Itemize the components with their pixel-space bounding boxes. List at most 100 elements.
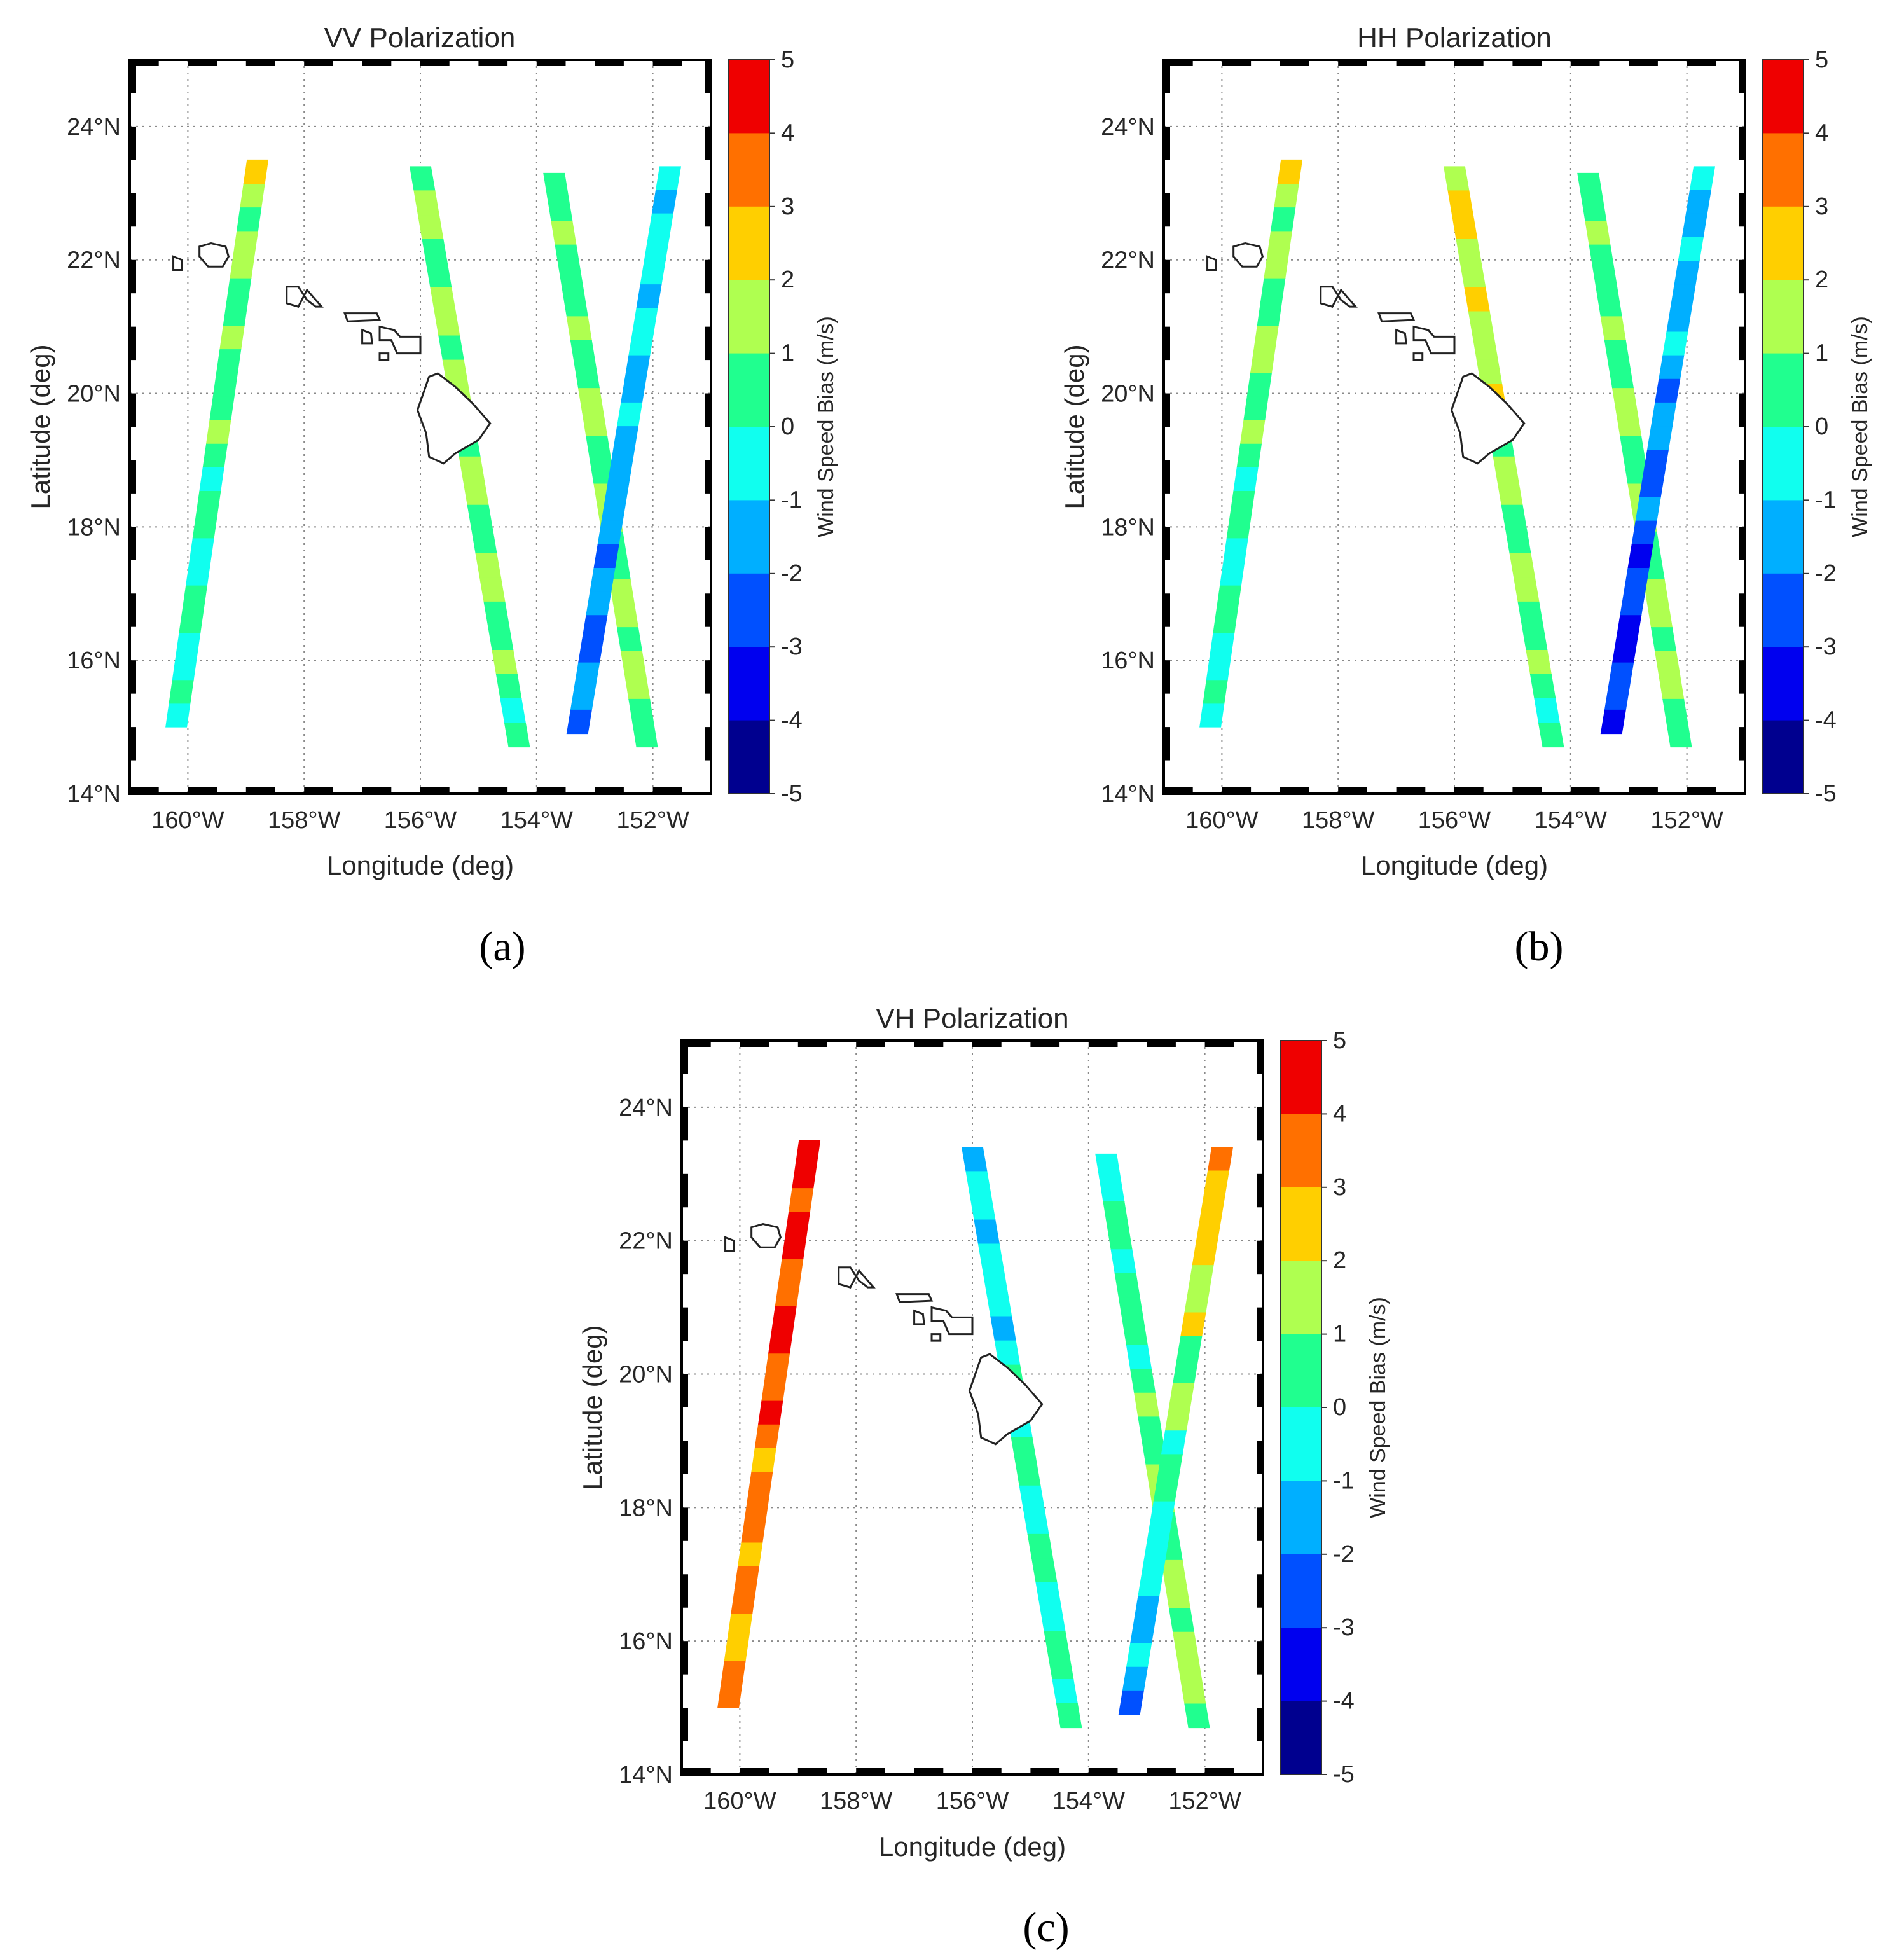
swath-cell	[744, 1495, 770, 1519]
swath-cell	[977, 1243, 1004, 1269]
swath-cell	[632, 308, 658, 333]
colorbar-tick-label: -5	[1815, 780, 1837, 807]
island-lanai	[1395, 328, 1407, 345]
frame-tick	[682, 1574, 688, 1608]
swath-cell	[728, 1612, 753, 1638]
frame-tick	[1687, 60, 1716, 66]
colorbar-bin	[729, 206, 769, 281]
frame-tick	[914, 1041, 944, 1047]
swath-cell	[1031, 1558, 1058, 1583]
swath-cell	[566, 709, 592, 735]
frame-tick	[705, 460, 711, 494]
colorbar-tick-label: 5	[1815, 46, 1828, 73]
swath-cell	[655, 166, 682, 191]
swath-cell	[1505, 529, 1531, 554]
swath-cell	[196, 490, 221, 515]
colorbar-tick-label: -2	[1333, 1541, 1355, 1568]
frame-tick	[1164, 259, 1170, 294]
colorbar-tick-label: 4	[1815, 120, 1828, 146]
swath-cell	[566, 316, 592, 341]
frame-tick	[1280, 60, 1309, 66]
swath-cell	[609, 450, 635, 474]
colorbar-tick-label: 1	[1815, 340, 1828, 367]
x-tick-label: 152°W	[1650, 807, 1723, 834]
frame-tick	[1257, 1041, 1263, 1074]
swath-cell	[1199, 703, 1225, 728]
colorbar-bin	[1281, 1701, 1321, 1775]
swath-cell	[570, 686, 597, 710]
swath-cell	[1168, 1608, 1195, 1633]
swath-cell	[219, 324, 245, 350]
frame-tick	[1257, 1307, 1263, 1341]
x-tick-label: 158°W	[1302, 807, 1375, 834]
swath-cell	[202, 443, 228, 467]
frame-tick	[1164, 727, 1170, 761]
swath-cell	[771, 1305, 797, 1331]
island-kauai	[750, 1222, 782, 1248]
swath-cell	[1203, 679, 1228, 704]
swath-cell	[1659, 355, 1685, 380]
swath-cell	[1099, 1177, 1125, 1203]
colorbar-tick-label: 0	[781, 413, 794, 440]
y-tick-label: 20°N	[67, 381, 121, 408]
island-lanai	[361, 328, 373, 345]
swath-cell	[182, 584, 208, 609]
island-molokai	[895, 1293, 934, 1303]
swath-cell	[1577, 172, 1603, 198]
swath-cell	[1134, 1392, 1160, 1418]
frame-tick	[130, 460, 136, 494]
panel-vh: 160°W 158°W 156°W 154°W 152°W 14°N 16°N 18°N 20°…	[577, 1003, 1390, 1951]
frame-tick	[188, 787, 217, 794]
frame-tick	[1570, 787, 1600, 794]
x-axis-label: Longitude (deg)	[1361, 850, 1548, 880]
swath-cell	[1526, 649, 1552, 675]
swath-cell	[1180, 1679, 1206, 1705]
swath-cell	[764, 1353, 790, 1378]
y-tick-label: 20°N	[1101, 381, 1155, 408]
frame-tick	[1338, 787, 1367, 794]
colorbar-tick-label: -3	[1815, 633, 1837, 660]
swath-cell	[1501, 504, 1528, 530]
frame-tick	[1739, 527, 1745, 560]
swath-cell	[1223, 537, 1248, 562]
frame-tick	[130, 193, 136, 227]
hawaii-islands	[1206, 242, 1526, 465]
swath-cell	[616, 402, 643, 427]
frame-tick	[1088, 1768, 1118, 1774]
swath-cell	[789, 1187, 814, 1212]
frame-tick	[705, 727, 711, 761]
swath-cell	[1176, 1336, 1203, 1360]
swath-cell	[1517, 601, 1544, 626]
swath-cell	[582, 615, 608, 640]
frame-tick	[682, 1240, 688, 1275]
frame-tick	[1257, 1173, 1263, 1208]
frame-tick	[1164, 593, 1170, 627]
colorbar-tick-label: 3	[781, 193, 794, 220]
colorbar-tick-label: 2	[781, 266, 794, 293]
swath-cell	[1271, 207, 1296, 232]
frame-tick	[705, 660, 711, 694]
swath-cell	[186, 561, 211, 586]
swath-cell	[1220, 561, 1245, 586]
frame-tick	[1257, 1641, 1263, 1675]
swath-track	[566, 166, 682, 735]
swath-cell	[795, 1140, 821, 1165]
colorbar-bin	[729, 427, 769, 501]
y-tick-label: 24°N	[67, 114, 121, 141]
colorbar-bin	[1281, 1041, 1321, 1115]
swath-cell	[1585, 221, 1611, 245]
x-tick-label: 160°W	[1185, 807, 1259, 834]
colorbar-tick-label: -2	[781, 560, 803, 587]
frame-tick	[130, 527, 136, 560]
island-kahoolawe	[1412, 352, 1424, 361]
swath-cell	[1616, 615, 1642, 640]
swath-cell	[1035, 1582, 1062, 1607]
island-kahoolawe	[378, 352, 390, 361]
panel-label: (b)	[1515, 923, 1564, 970]
swath-cell	[233, 230, 259, 255]
swath-cell	[1196, 1217, 1222, 1242]
colorbar-bin	[1281, 1334, 1321, 1408]
swath-cell	[1176, 1656, 1203, 1680]
swath-cell	[1464, 287, 1490, 312]
colorbar: 5 4 3 2 1 0 -1 -2 -3 -4 -5 Wind Speed Bias (m/s)	[728, 46, 838, 807]
